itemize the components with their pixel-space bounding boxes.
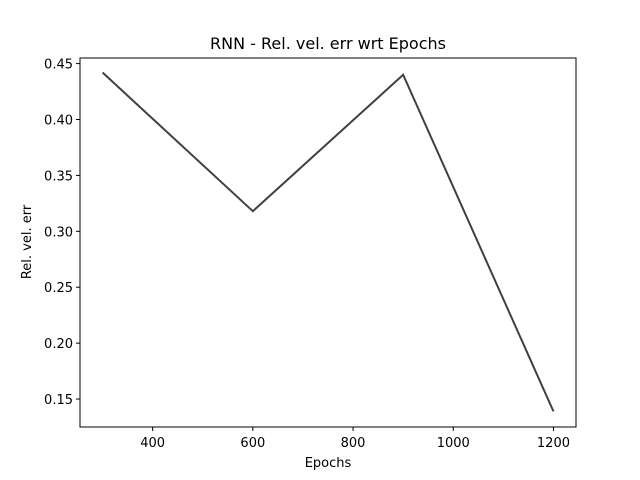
y-axis-label: Rel. vel. err <box>20 204 35 279</box>
y-tick-label: 0.35 <box>44 169 73 184</box>
x-tick-label: 800 <box>341 436 366 451</box>
y-tick-label: 0.45 <box>44 58 73 73</box>
series-lines <box>101 71 555 412</box>
y-tick-label: 0.20 <box>44 337 73 352</box>
x-tick-label: 400 <box>140 436 165 451</box>
y-tick-label: 0.25 <box>44 281 73 296</box>
x-tick-label: 1000 <box>437 436 470 451</box>
y-tick-label: 0.30 <box>44 225 73 240</box>
x-axis-label: Epochs <box>305 456 352 471</box>
y-axis-ticks: 0.15 0.20 0.25 0.30 0.35 0.40 0.45 <box>44 58 80 408</box>
plot-area-frame <box>79 57 577 428</box>
x-tick-label: 1200 <box>537 436 570 451</box>
series-line-0 <box>101 71 555 412</box>
x-tick-label: 600 <box>240 436 265 451</box>
chart-title: RNN - Rel. vel. err wrt Epochs <box>210 34 446 53</box>
y-tick-label: 0.15 <box>44 393 73 408</box>
y-tick-label: 0.40 <box>44 114 73 129</box>
x-axis-ticks: 400 600 800 1000 1200 <box>140 427 570 451</box>
